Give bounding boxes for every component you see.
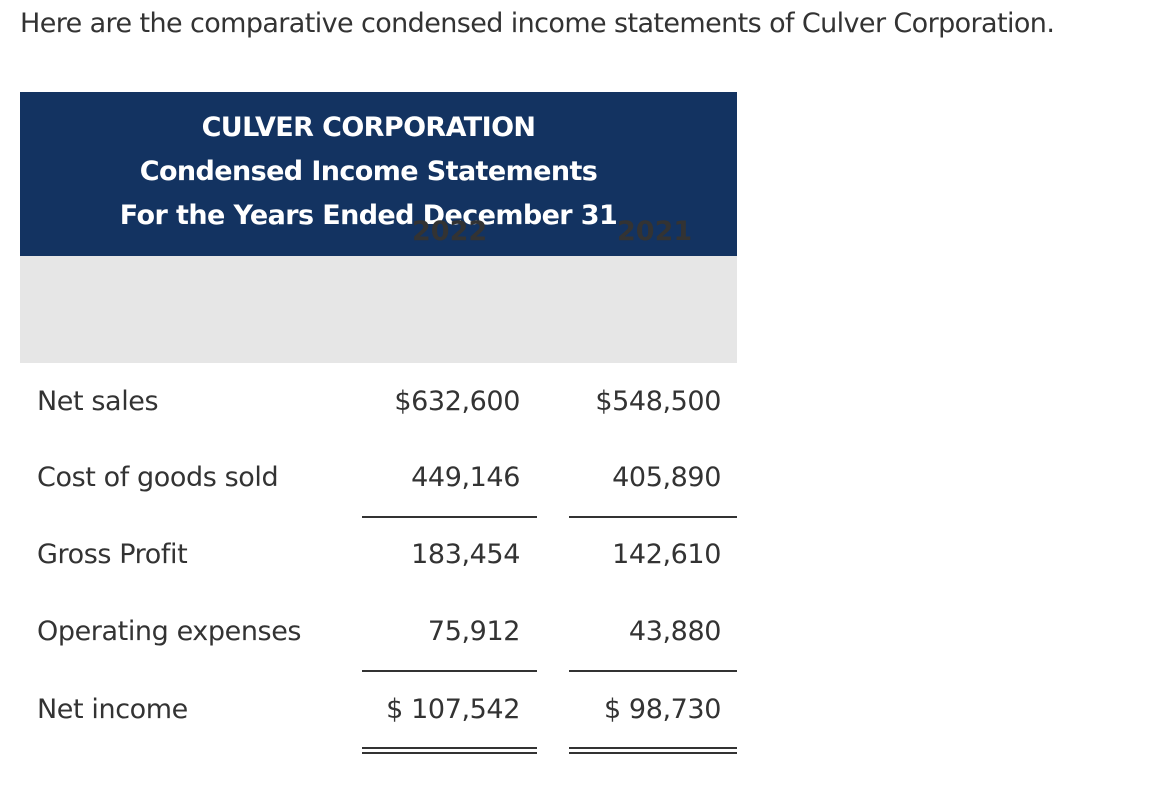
income-statement-table: CULVER CORPORATION Condensed Income Stat… — [20, 92, 737, 363]
row-label-net-income: Net income — [37, 694, 188, 725]
value-2022: 183,454 — [411, 539, 520, 570]
statement-period: For the Years Ended December 31 — [119, 200, 618, 231]
subtotal-rule — [362, 670, 537, 672]
table-row: Operating expenses 75,912 43,880 — [20, 616, 737, 656]
value-2021: $548,500 — [595, 386, 721, 417]
company-name: CULVER CORPORATION — [201, 112, 536, 143]
subtotal-rule — [569, 516, 737, 518]
value-2022: 449,146 — [411, 462, 520, 493]
statement-header: CULVER CORPORATION Condensed Income Stat… — [20, 92, 737, 256]
statement-title: Condensed Income Statements — [139, 156, 598, 187]
table-row: Cost of goods sold 449,146 405,890 — [20, 462, 737, 502]
value-2021: 142,610 — [612, 539, 721, 570]
intro-text: Here are the comparative condensed incom… — [20, 8, 1055, 39]
value-2022: $ 107,542 — [386, 694, 520, 725]
total-double-rule — [362, 747, 537, 754]
subtotal-rule — [569, 670, 737, 672]
row-label-cost-of-goods-sold: Cost of goods sold — [37, 462, 279, 493]
table-row: Net income $ 107,542 $ 98,730 — [20, 694, 737, 734]
value-2021: $ 98,730 — [603, 694, 721, 725]
value-2021: 405,890 — [612, 462, 721, 493]
value-2021: 43,880 — [628, 616, 721, 647]
column-header-2022: 2022 — [412, 216, 488, 247]
value-2022: $632,600 — [394, 386, 520, 417]
value-2022: 75,912 — [427, 616, 520, 647]
subtotal-rule — [362, 516, 537, 518]
row-label-net-sales: Net sales — [37, 386, 159, 417]
row-label-operating-expenses: Operating expenses — [37, 616, 302, 647]
statement-body: Net sales $632,600 $548,500 Cost of good… — [20, 0, 737, 794]
total-double-rule — [569, 747, 737, 754]
column-header-row — [20, 256, 737, 363]
table-row: Net sales $632,600 $548,500 — [20, 386, 737, 426]
row-label-gross-profit: Gross Profit — [37, 539, 188, 570]
column-header-2021: 2021 — [617, 216, 693, 247]
table-row: Gross Profit 183,454 142,610 — [20, 539, 737, 579]
